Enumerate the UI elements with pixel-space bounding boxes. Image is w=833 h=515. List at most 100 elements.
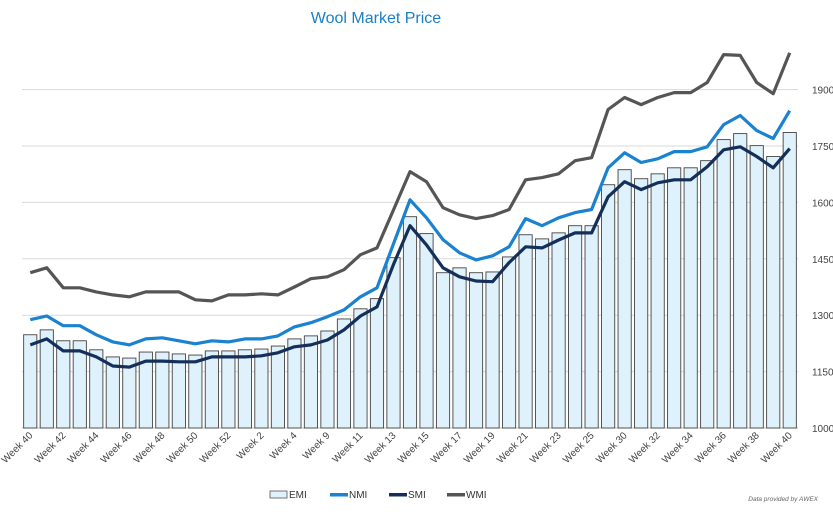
y-tick-label: 1600 <box>812 198 833 209</box>
emi-bar <box>204 350 219 429</box>
emi-bar <box>402 216 418 429</box>
emi-bar <box>468 272 484 429</box>
emi-bar <box>386 257 401 429</box>
x-tick-label: Week 4 <box>268 430 300 462</box>
x-tick-label: Week 36 <box>693 430 729 466</box>
emi-bar <box>650 173 665 429</box>
emi-bar <box>287 338 302 429</box>
emi-bar <box>221 350 236 429</box>
x-tick-label: Week 46 <box>99 430 135 466</box>
x-tick-label: Week 23 <box>528 430 564 466</box>
emi-bar <box>435 272 451 429</box>
emi-bar <box>320 330 335 429</box>
x-tick-label: Week 42 <box>33 430 69 466</box>
footnote: Data provided by AWEX <box>748 496 818 503</box>
emi-bar <box>23 334 38 429</box>
emi-bar <box>155 351 170 429</box>
emi-bar <box>634 178 649 429</box>
x-tick-label: Week 52 <box>198 430 234 466</box>
emi-bar <box>700 160 715 429</box>
y-tick-label: 1300 <box>812 311 833 322</box>
emi-bar <box>452 267 467 429</box>
emi-bar <box>617 169 632 429</box>
x-tick-label: Week 40 <box>0 430 36 466</box>
wmi-line <box>29 52 792 303</box>
emi-bar <box>369 298 385 429</box>
x-tick-label: Week 48 <box>132 430 168 466</box>
emi-bar <box>122 357 137 429</box>
legend-label: SMI <box>408 490 426 501</box>
x-tick-label: Week 38 <box>726 430 762 466</box>
y-tick-label: 1450 <box>812 255 833 266</box>
emi-bar <box>138 351 153 429</box>
y-tick-label: 1000 <box>812 424 833 435</box>
nmi-line <box>29 109 792 347</box>
x-tick-label: Week 32 <box>627 430 663 466</box>
emi-bar <box>518 234 533 429</box>
emi-bar <box>237 349 252 429</box>
legend-item-wmi: WMI <box>447 490 487 501</box>
emi-bar <box>502 256 517 429</box>
emi-bar <box>601 184 616 429</box>
x-tick-label: Week 34 <box>660 430 696 466</box>
emi-bar <box>551 232 566 429</box>
y-axis-labels: 1000 1150 1300 1450 1600 1750 1900 <box>812 86 833 435</box>
legend-swatch <box>269 490 288 499</box>
emi-bar <box>56 340 71 429</box>
emi-bar <box>336 318 352 429</box>
legend-label: NMI <box>349 490 367 501</box>
emi-bar <box>254 348 269 429</box>
emi-bar <box>270 345 285 429</box>
x-tick-label: Week 40 <box>759 430 795 466</box>
x-tick-label: Week 25 <box>561 430 597 466</box>
emi-bar <box>766 156 781 429</box>
emi-bar <box>188 354 203 429</box>
x-tick-label: Week 50 <box>165 430 201 466</box>
x-tick-label: Week 30 <box>594 430 630 466</box>
smi-line <box>29 145 791 369</box>
x-tick-label: Week 2 <box>235 430 267 462</box>
emi-bar <box>39 329 54 429</box>
legend-item-nmi: NMI <box>330 490 367 501</box>
emi-bar <box>485 271 500 429</box>
emi-bar <box>72 340 87 429</box>
emi-bar <box>535 238 550 429</box>
emi-bar <box>568 225 583 429</box>
emi-bar <box>419 233 434 429</box>
x-tick-label: Week 15 <box>396 430 432 466</box>
legend-label: EMI <box>289 490 307 501</box>
x-tick-label: Week 44 <box>66 430 102 466</box>
emi-bar <box>584 225 599 429</box>
legend-label: WMI <box>466 490 487 501</box>
index-lines <box>29 52 792 369</box>
x-tick-label: Week 9 <box>301 430 333 462</box>
emi-bar <box>303 335 318 429</box>
emi-bar <box>105 356 120 429</box>
legend-item-smi: SMI <box>389 490 426 501</box>
x-tick-label: Week 21 <box>495 430 531 466</box>
emi-bar <box>353 308 368 429</box>
x-tick-label: Week 17 <box>429 430 465 466</box>
legend-swatch <box>330 493 348 497</box>
emi-bar <box>782 132 797 429</box>
legend-swatch <box>389 493 407 497</box>
emi-bar <box>683 167 698 429</box>
legend-item-emi: EMI <box>269 490 307 501</box>
emi-bar <box>716 139 731 429</box>
emi-bar <box>733 133 748 429</box>
emi-bars <box>23 132 797 429</box>
y-tick-label: 1900 <box>812 86 833 97</box>
emi-bar <box>667 167 682 429</box>
y-tick-label: 1750 <box>812 142 833 153</box>
legend: EMI NMI SMI WMI <box>269 490 487 501</box>
chart-title: Wool Market Price <box>311 10 442 27</box>
emi-bar <box>89 349 104 429</box>
legend-swatch <box>447 493 465 497</box>
x-tick-label: Week 11 <box>331 430 366 465</box>
x-tick-label: Week 19 <box>462 430 498 466</box>
y-tick-label: 1150 <box>812 368 833 379</box>
x-tick-label: Week 13 <box>363 430 399 466</box>
emi-bar <box>749 145 764 429</box>
